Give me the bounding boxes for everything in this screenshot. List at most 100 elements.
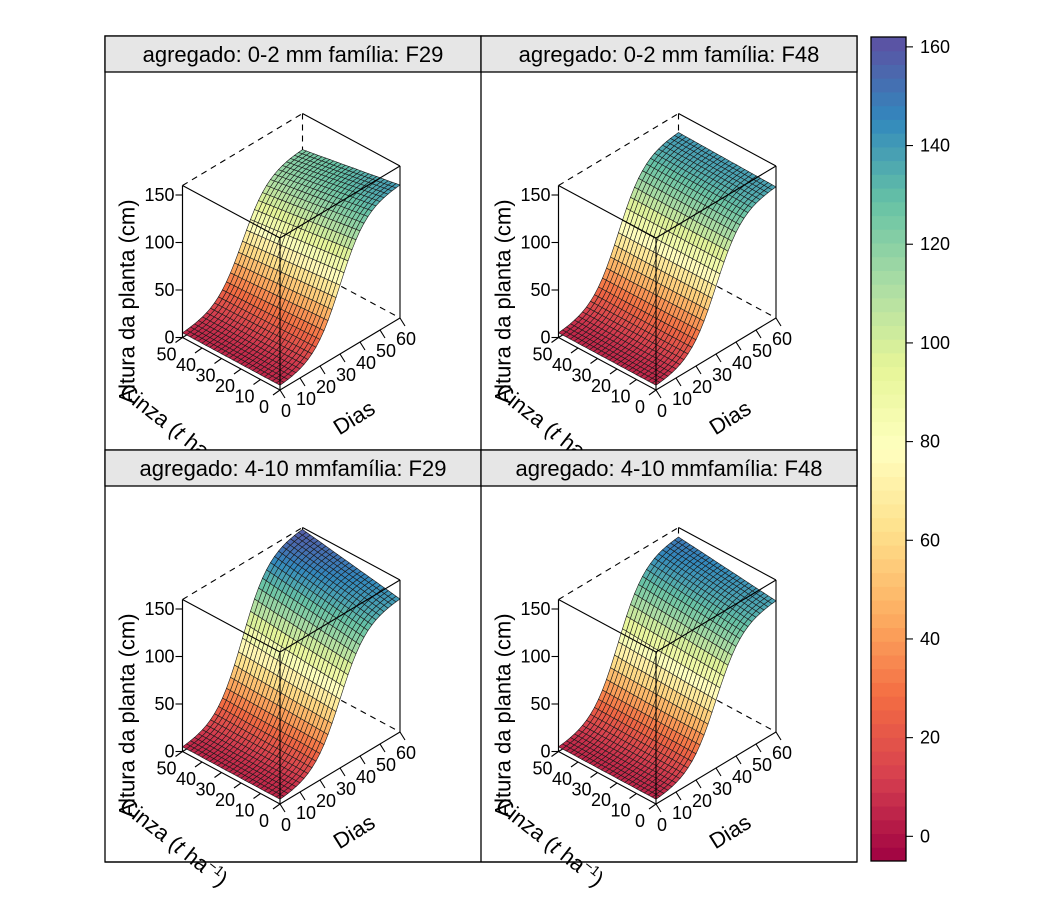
box-edge-top-back <box>558 113 679 186</box>
colorkey-band <box>871 696 906 711</box>
surface-cell <box>391 595 401 603</box>
colorkey-band <box>871 709 906 725</box>
x-tick-label: 30 <box>712 365 732 385</box>
y-tick-label: 50 <box>532 759 552 779</box>
x-tick-label: 30 <box>712 779 732 799</box>
y-tick-mark <box>590 358 598 364</box>
y-tick-mark <box>233 368 242 375</box>
surface-cell <box>391 183 401 189</box>
colorkey-band <box>871 243 906 258</box>
box-edge-top-right <box>302 113 401 167</box>
colorkey-band <box>871 517 906 532</box>
y-tick-label: 40 <box>552 355 572 375</box>
z-tick-label: 100 <box>144 233 174 253</box>
z-tick-label: 0 <box>540 328 550 348</box>
colorkey-band <box>871 78 906 93</box>
x-axis-label: Dias <box>329 395 380 440</box>
x-tick-mark <box>299 377 306 387</box>
x-tick-mark <box>379 329 386 339</box>
y-tick-mark <box>570 761 579 768</box>
colorkey-band <box>871 627 906 642</box>
panel-strip-label: agregado: 4-10 mmfamília: F48 <box>516 456 823 481</box>
x-tick-label: 10 <box>672 389 692 409</box>
box-edge-top-front <box>279 165 401 239</box>
x-tick-mark <box>399 731 406 741</box>
z-tick-label: 150 <box>144 599 174 619</box>
panel-2: agregado: 0-2 mm família: F4801020304050… <box>480 35 858 478</box>
colorkey-band <box>871 256 906 271</box>
colorkey-band <box>871 133 906 148</box>
y-tick-label: 20 <box>215 790 235 810</box>
colorkey: 0 20 40 60 80 100 120 140 160 <box>870 36 950 862</box>
colorkey-band <box>871 655 906 670</box>
z-tick-label: 50 <box>530 280 550 300</box>
x-tick-label: 60 <box>396 329 416 349</box>
colorkey-band <box>871 91 906 107</box>
box-edge-top-front <box>655 165 777 239</box>
box-edge-floor-left <box>182 751 281 805</box>
x-tick-mark <box>359 341 366 351</box>
box-edge-hidden-floor <box>302 265 401 319</box>
colorkey-band <box>871 105 906 120</box>
y-axis-label-main: Cinza ( <box>491 792 562 855</box>
box-edge-top-right <box>302 527 401 581</box>
x-tick-label: 30 <box>336 365 356 385</box>
y-tick-label: 40 <box>176 355 196 375</box>
y-tick-label: 40 <box>176 769 196 789</box>
colorkey-band <box>871 311 906 326</box>
y-tick-label: 30 <box>195 366 215 386</box>
box-edge-floor-left <box>182 337 281 391</box>
x-tick-mark <box>755 743 762 753</box>
panel-1: agregado: 0-2 mm família: F2901020304050… <box>104 35 482 478</box>
colorkey-band <box>871 737 906 752</box>
y-tick-label: 0 <box>635 811 645 831</box>
x-tick-label: 50 <box>376 755 396 775</box>
colorkey-band <box>871 503 906 519</box>
colorkey-band <box>871 325 906 340</box>
box-edge-top-back <box>182 527 303 600</box>
colorkey-band <box>871 723 906 738</box>
colorkey-band <box>871 37 906 52</box>
y-tick-mark <box>648 389 657 396</box>
x-tick-mark <box>755 329 762 339</box>
y-tick-label: 10 <box>610 387 630 407</box>
panel-4: agregado: 4-10 mmfamília: F4801020304050… <box>480 449 858 892</box>
box-edge-top-left <box>182 185 281 239</box>
x-tick-mark <box>359 755 366 765</box>
y-tick-label: 0 <box>259 811 269 831</box>
x-tick-label: 60 <box>396 743 416 763</box>
x-tick-label: 20 <box>692 377 712 397</box>
x-tick-mark <box>675 377 682 387</box>
colorkey-tick-label: 120 <box>920 234 950 254</box>
colorkey-band <box>871 833 906 848</box>
x-tick-mark <box>695 365 702 375</box>
colorkey-band <box>871 545 906 560</box>
z-tick-label: 100 <box>144 647 174 667</box>
colorkey-frame <box>870 36 907 862</box>
y-tick-label: 40 <box>552 769 572 789</box>
z-tick-label: 100 <box>520 647 550 667</box>
panel-strip <box>480 35 858 73</box>
box-edge-top-left <box>558 599 657 653</box>
panel-3: agregado: 4-10 mmfamília: F2901020304050… <box>104 449 482 892</box>
y-tick-label: 0 <box>635 397 645 417</box>
colorkey-band <box>871 682 906 697</box>
x-tick-mark <box>735 341 742 351</box>
x-tick-mark <box>715 353 722 363</box>
colorkey-tick-label: 0 <box>920 826 930 846</box>
box-edge-floor-left <box>558 751 657 805</box>
y-tick-mark <box>590 772 598 778</box>
x-tick-label: 10 <box>672 803 692 823</box>
colorkey-band <box>871 792 906 807</box>
y-tick-mark <box>253 379 261 385</box>
z-tick-label: 150 <box>144 185 174 205</box>
colorkey-band <box>871 806 906 821</box>
panel-strip-label: agregado: 4-10 mmfamília: F29 <box>140 456 447 481</box>
x-tick-mark <box>775 731 782 741</box>
x-tick-mark <box>319 779 326 789</box>
z-tick-label: 0 <box>164 328 174 348</box>
colorkey-tick-label: 20 <box>920 728 940 748</box>
x-tick-mark <box>279 803 286 813</box>
colorkey-band <box>871 586 906 601</box>
x-tick-mark <box>379 743 386 753</box>
